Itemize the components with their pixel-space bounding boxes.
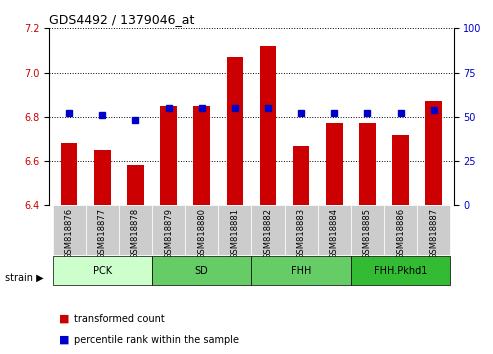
Text: PCK: PCK (93, 266, 112, 276)
Text: FHH.Pkhd1: FHH.Pkhd1 (374, 266, 427, 276)
Bar (359, 124, 376, 205)
Text: GSM818878: GSM818878 (131, 208, 140, 259)
Text: GSM818885: GSM818885 (363, 208, 372, 259)
FancyBboxPatch shape (284, 205, 317, 255)
Text: GSM818884: GSM818884 (330, 208, 339, 259)
Bar (227, 57, 243, 205)
FancyBboxPatch shape (53, 205, 86, 255)
Text: GSM818882: GSM818882 (263, 208, 273, 259)
FancyBboxPatch shape (86, 205, 119, 255)
Bar (293, 145, 310, 205)
Bar (425, 101, 442, 205)
FancyBboxPatch shape (218, 205, 251, 255)
FancyBboxPatch shape (53, 256, 152, 285)
FancyBboxPatch shape (152, 205, 185, 255)
Text: GSM818876: GSM818876 (65, 208, 73, 259)
FancyBboxPatch shape (251, 256, 351, 285)
Text: strain ▶: strain ▶ (5, 273, 43, 283)
FancyBboxPatch shape (351, 256, 450, 285)
FancyBboxPatch shape (251, 205, 284, 255)
Bar (193, 106, 210, 205)
Bar (160, 106, 177, 205)
FancyBboxPatch shape (185, 205, 218, 255)
Text: percentile rank within the sample: percentile rank within the sample (74, 335, 239, 345)
Text: GSM818881: GSM818881 (230, 208, 240, 259)
Text: FHH: FHH (291, 266, 311, 276)
Text: GSM818880: GSM818880 (197, 208, 206, 259)
Text: GSM818879: GSM818879 (164, 208, 173, 259)
FancyBboxPatch shape (152, 256, 251, 285)
Text: GSM818886: GSM818886 (396, 208, 405, 259)
Text: GSM818883: GSM818883 (297, 208, 306, 259)
Bar (127, 165, 144, 205)
Text: ■: ■ (59, 314, 70, 324)
Text: ■: ■ (59, 335, 70, 345)
Bar (326, 124, 343, 205)
FancyBboxPatch shape (351, 205, 384, 255)
Bar (94, 150, 110, 205)
Text: GDS4492 / 1379046_at: GDS4492 / 1379046_at (49, 13, 195, 26)
FancyBboxPatch shape (317, 205, 351, 255)
FancyBboxPatch shape (119, 205, 152, 255)
Text: transformed count: transformed count (74, 314, 165, 324)
Text: SD: SD (195, 266, 209, 276)
Bar (260, 46, 276, 205)
Text: GSM818887: GSM818887 (429, 208, 438, 259)
FancyBboxPatch shape (417, 205, 450, 255)
Bar (392, 135, 409, 205)
Bar (61, 143, 77, 205)
FancyBboxPatch shape (384, 205, 417, 255)
Text: GSM818877: GSM818877 (98, 208, 107, 259)
